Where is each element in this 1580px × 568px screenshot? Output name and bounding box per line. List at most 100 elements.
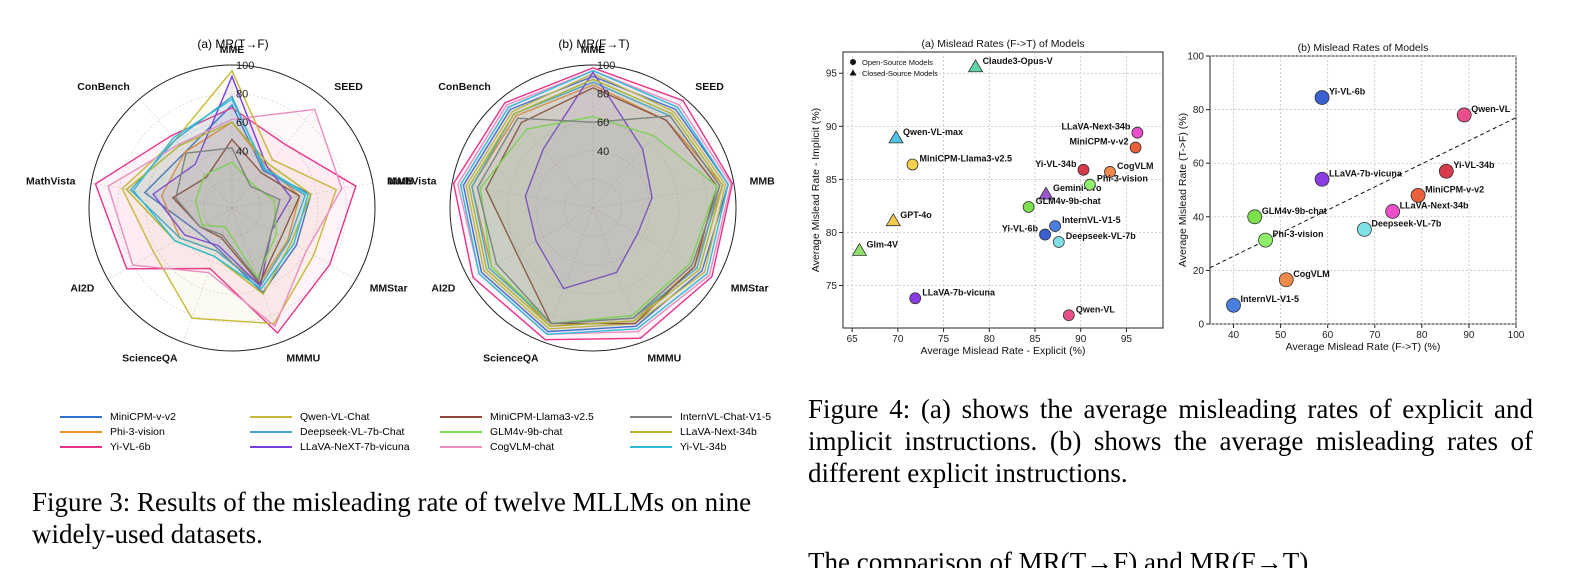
scatter-point-triangle	[967, 59, 984, 73]
legend-item: GLM4v-9b-chat	[440, 425, 562, 439]
legend-label: Phi-3-vision	[110, 426, 165, 438]
radar-axis-label: MME	[220, 44, 245, 56]
scatter-x-tick-label: 85	[1029, 334, 1041, 345]
scatter-point	[1083, 178, 1096, 191]
radar-series-LLaVA-Next-34b	[468, 78, 724, 328]
legend-label: InternVL-Chat-V1-5	[680, 411, 772, 423]
scatter-y-tick-label: 60	[1193, 159, 1205, 170]
legend-swatch	[440, 416, 482, 419]
scatter-x-tick-label: 95	[1121, 334, 1133, 345]
scatter-frame	[842, 51, 1164, 329]
legend-label: MiniCPM-Llama3-v2.5	[490, 411, 594, 423]
scatter-y-tick-label: 75	[826, 281, 838, 292]
legend-item: Yi-VL-6b	[60, 440, 150, 454]
radar-tick-label: 60	[236, 117, 248, 129]
legend-label: LLaVA-NeXT-7b-vicuna	[300, 441, 410, 453]
scatter-point	[1052, 236, 1065, 248]
scatter-point	[1314, 90, 1330, 105]
scatter-y-label: Average Mislead Rate - Implicit (%)	[810, 108, 822, 272]
scatter-point	[1438, 163, 1454, 179]
legend-label: Deepseek-VL-7b-Chat	[300, 426, 405, 438]
scatter-point	[1258, 232, 1273, 248]
scatter-y-tick-label: 90	[826, 122, 838, 133]
figure3-caption: Figure 3: Results of the misleading rate…	[32, 487, 752, 549]
scatter-point-label: Qwen-VL-max	[903, 127, 963, 137]
scatter-x-label: Average Mislead Rate - Explicit (%)	[921, 345, 1086, 357]
radar-axis-label: MMMU	[647, 352, 681, 364]
radar-axis-label: ConBench	[77, 81, 130, 93]
scatter-point-label: Gemini-Pro	[1053, 183, 1102, 193]
legend-swatch	[250, 416, 292, 419]
scatter-point-label: InternVL-V1-5	[1241, 294, 1300, 304]
legend-item: Qwen-VL-Chat	[250, 410, 369, 424]
scatter-point-triangle	[885, 212, 901, 227]
scatter-charts: 65 70 75 80 85 90 95 75 80 85 90 95 (a) Mislead Rate…	[810, 38, 1525, 357]
scatter-y-tick-label: 40	[1193, 212, 1205, 223]
radar-charts: 40 60 80 100 MME SEED MMB MMStar MMMU ScienceQA AI…	[26, 44, 775, 364]
legend-swatch	[60, 446, 102, 449]
radar-outer-ring	[449, 64, 737, 352]
scatter-x-tick-label: 70	[1369, 330, 1381, 341]
radar-series-InternVL-Chat-V1-5	[174, 147, 281, 283]
scatter-legend-label: Closed-Source Models	[862, 69, 938, 78]
scatter-x-tick-label: 50	[1275, 330, 1287, 341]
radar-b-title: (b) MR(F→T)	[558, 37, 630, 51]
legend-item: MiniCPM-Llama3-v2.5	[440, 410, 594, 424]
scatter-point-label: GLM4v-9b-chat	[1036, 196, 1101, 206]
radar-legend: MiniCPM-v-v2 Phi-3-vision Yi-VL-6b Qwen-VL-…	[60, 410, 800, 456]
legend-label: GLM4v-9b-chat	[490, 426, 563, 438]
radar-axis-label: MMStar	[731, 283, 769, 295]
scatter-point-label: Yi-VL-6b	[1002, 224, 1039, 234]
legend-label: MiniCPM-v-v2	[110, 411, 176, 423]
radar-series-LLaVA-NeXT-7b-vicuna	[524, 70, 653, 290]
scatter-point-label: CogVLM	[1117, 161, 1154, 171]
radar-series-Qwen-VL-Chat	[465, 72, 727, 330]
scatter-x-tick-label: 80	[1416, 330, 1428, 341]
radar-grid-ring	[478, 93, 708, 323]
scatter-frame	[1209, 55, 1517, 325]
radar-series-Yi-VL-6b	[452, 67, 734, 341]
scatter-title: (a) Mislead Rates (F->T) of Models	[921, 38, 1084, 50]
radar-tick-label: 100	[236, 60, 254, 72]
scatter-chart-b: 40 50 60 70 80 90 100 0 20 40 60 80 100 (b) Mislead R…	[1177, 42, 1525, 353]
radar-axis-label: ScienceQA	[483, 352, 539, 364]
scatter-point	[1129, 141, 1142, 154]
scatter-point-label: LLaVA-7b-vicuna	[922, 287, 996, 297]
radar-axis-label: ScienceQA	[122, 352, 178, 364]
scatter-point	[1131, 126, 1144, 139]
scatter-point	[906, 158, 919, 171]
radar-tick-label: 40	[236, 146, 248, 158]
radar-axis-label: MathVista	[387, 175, 437, 187]
scatter-point	[1357, 221, 1372, 237]
scatter-point	[1410, 187, 1426, 203]
radar-series-Yi-VL-34b	[459, 69, 729, 336]
scatter-point	[1314, 171, 1330, 187]
radar-series-MiniCPM-v-v2	[462, 75, 729, 333]
radar-series-CogVLM-chat	[107, 108, 343, 328]
radar-outer-ring	[88, 64, 376, 352]
radar-series-CogVLM-chat	[457, 69, 732, 336]
scatter-x-tick-label: 40	[1228, 330, 1240, 341]
scatter-point	[1385, 204, 1401, 219]
scatter-point-triangle	[888, 130, 904, 144]
scatter-point-label: LLaVA-Next-34b	[1400, 200, 1469, 210]
trailing-body-text: The comparison of MR(T→F) and MR(F→T)	[808, 547, 1309, 568]
radar-chart-a: 40 60 80 100 MME SEED MMB MMStar MMMU ScienceQA AI…	[26, 44, 414, 364]
scatter-point	[1049, 220, 1062, 232]
legend-swatch	[630, 446, 672, 449]
scatter-point	[1077, 163, 1090, 176]
scatter-point-label: Phi-3-vision	[1273, 229, 1324, 239]
radar-chart-b: 40 60 80 100 MME SEED MMB MMStar MMMU ScienceQA AI…	[387, 44, 775, 364]
radar-series-LLaVA-NeXT-7b-vicuna	[152, 74, 292, 288]
legend-swatch	[440, 446, 482, 449]
radar-axis-label: SEED	[695, 81, 724, 93]
legend-swatch	[440, 431, 482, 434]
radar-grid-ring	[145, 121, 319, 295]
scatter-point-label: Qwen-VL	[1076, 304, 1116, 314]
radar-series-GLM4v-9b-chat	[479, 115, 718, 325]
legend-swatch	[250, 446, 292, 449]
radar-axis-label: MMMU	[286, 352, 320, 364]
legend-label: Qwen-VL-Chat	[300, 411, 370, 423]
scatter-point-label: Qwen-VL	[1471, 104, 1511, 114]
scatter-y-tick-label: 85	[826, 175, 838, 186]
